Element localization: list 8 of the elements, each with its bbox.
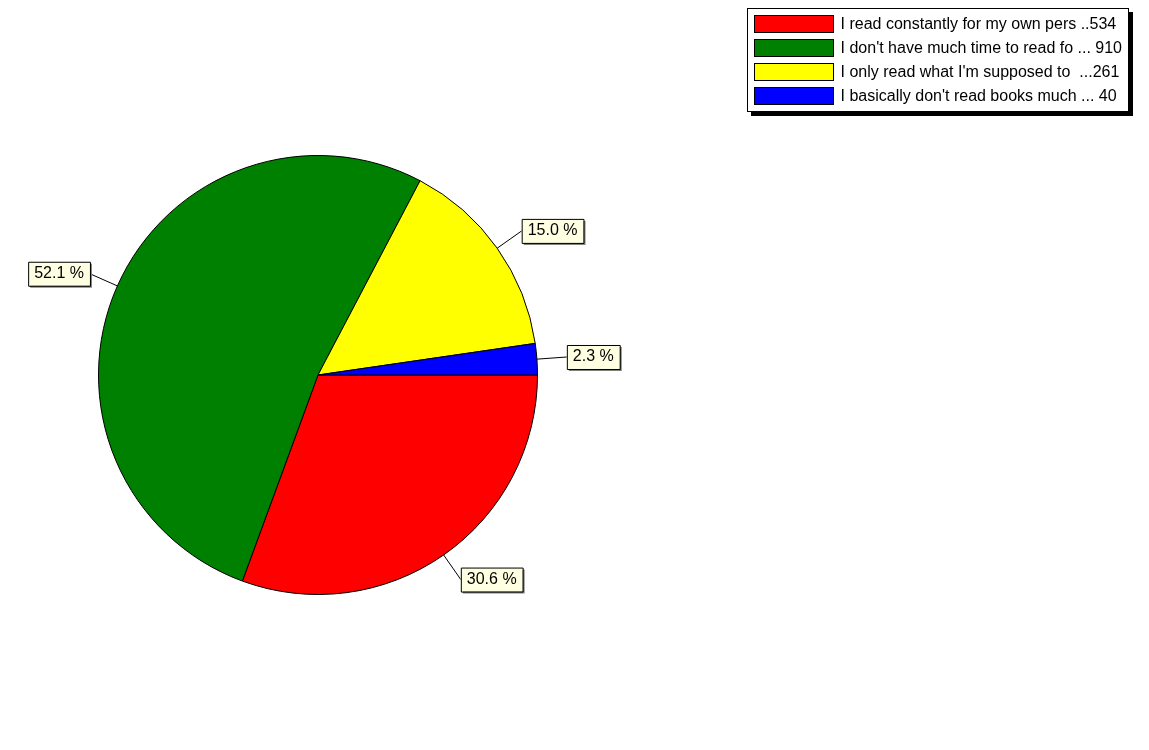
- data-label: 2.3 %: [572, 347, 614, 365]
- data-label: 30.6 %: [466, 569, 517, 587]
- legend-label: I read constantly for my own pers ..534: [840, 15, 1117, 33]
- legend-label: I don't have much time to read fo ... 910: [840, 39, 1122, 57]
- data-label: 52.1 %: [34, 264, 84, 282]
- legend-label: I only read what I'm supposed to ...261: [840, 63, 1120, 81]
- data-label: 15.0 %: [527, 221, 578, 239]
- legend-label: I basically don't read books much ... 40: [840, 87, 1117, 105]
